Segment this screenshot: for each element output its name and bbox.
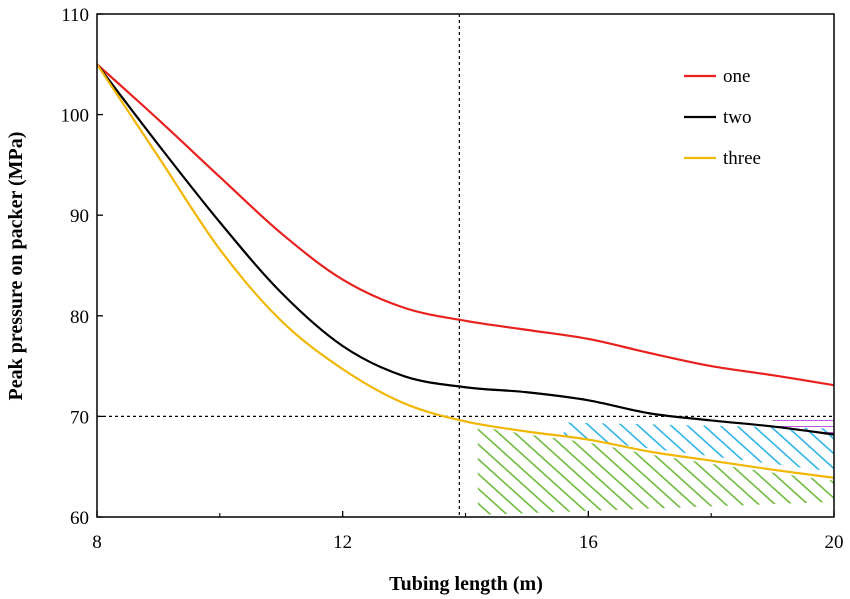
series-lines — [96, 63, 835, 479]
legend-label-two: two — [723, 107, 752, 128]
y-tick-label: 100 — [61, 106, 90, 127]
reference-lines — [97, 14, 834, 517]
x-tick-label: 16 — [579, 532, 598, 553]
legend-label-one: one — [723, 66, 750, 87]
axes: 8 12 16 20 60 70 80 90 100 110 — [61, 5, 844, 553]
y-axis-title: Peak pressure on packer (MPa) — [5, 132, 27, 401]
hatch-region-green — [477, 426, 834, 515]
series-line-one — [96, 63, 835, 387]
legend: one two three — [684, 66, 761, 169]
hatch-region-blue — [563, 422, 834, 472]
legend-label-three: three — [723, 148, 761, 169]
hatch-region-purple — [772, 416, 834, 434]
series-line-two — [96, 63, 835, 436]
y-tick-label: 70 — [70, 407, 89, 428]
x-tick-label: 8 — [92, 532, 102, 553]
x-tick-label: 20 — [825, 532, 844, 553]
series-line-three — [96, 63, 835, 479]
y-tick-label: 80 — [70, 307, 89, 328]
y-tick-label: 90 — [70, 206, 89, 227]
x-tick-label: 12 — [333, 532, 352, 553]
hatched-regions — [477, 416, 834, 515]
x-axis-title: Tubing length (m) — [389, 573, 543, 595]
y-tick-label: 60 — [70, 508, 89, 529]
y-tick-label: 110 — [61, 5, 89, 26]
